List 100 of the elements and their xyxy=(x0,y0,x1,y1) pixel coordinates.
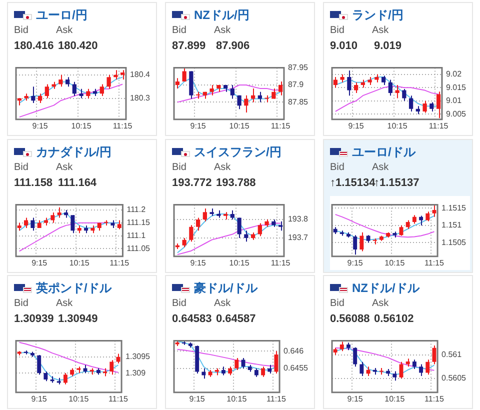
candlestick xyxy=(333,76,338,88)
x-tick-label: 10:15 xyxy=(384,258,406,268)
x-tick-label: 11:15 xyxy=(266,394,286,404)
candlestick xyxy=(402,88,406,102)
y-tick-label: 1.309 xyxy=(126,368,146,378)
y-tick-label: 1.1505 xyxy=(442,238,467,247)
text: 9.019 xyxy=(374,40,402,52)
text: Bid xyxy=(14,25,28,36)
text: Bid xyxy=(172,298,186,309)
candlestick xyxy=(261,366,266,378)
candlestick xyxy=(353,234,358,256)
text: Ask xyxy=(372,298,389,309)
y-tick-label: 1.151 xyxy=(442,220,462,230)
text: 111.158 xyxy=(14,177,53,189)
x-tick-label: 10:15 xyxy=(229,121,250,130)
chart-title: 英ポンド/ドル xyxy=(36,280,112,297)
candlestick xyxy=(395,84,400,99)
text: 0.56088 xyxy=(330,313,370,325)
y-tick-label: 0.646 xyxy=(284,346,304,356)
candlestick xyxy=(278,220,283,232)
candlestick xyxy=(419,364,424,376)
y-tick-label: 111.15 xyxy=(126,218,151,228)
candlestick xyxy=(175,78,180,89)
text: 1.30949 xyxy=(58,313,98,325)
candlestick xyxy=(347,70,352,96)
candlestick xyxy=(354,82,358,94)
candlestick xyxy=(272,88,276,100)
candlestick xyxy=(24,217,28,229)
candlestick xyxy=(436,91,441,119)
candlestick xyxy=(237,94,242,110)
candlestick xyxy=(230,84,234,100)
chart-title: NZドル/ドル xyxy=(352,280,420,297)
candlestick xyxy=(189,224,194,242)
candlestick xyxy=(100,84,104,96)
candlestick xyxy=(274,350,278,374)
candlestick xyxy=(366,366,370,376)
y-tick-label: 9.015 xyxy=(446,82,467,92)
candlestick xyxy=(399,224,404,236)
candlestick xyxy=(202,208,207,222)
text: Bid xyxy=(330,162,344,173)
y-tick-label: 111.05 xyxy=(126,244,151,253)
x-tick-label: 9:15 xyxy=(190,121,206,130)
y-tick-label: 87.85 xyxy=(288,97,309,106)
text: Ask xyxy=(214,298,231,309)
candlestick xyxy=(360,361,364,376)
text: Bid xyxy=(14,162,28,173)
chart-title: カナダドル/円 xyxy=(36,144,112,161)
candlestick xyxy=(422,100,427,114)
y-tick-label: 193.8 xyxy=(288,214,309,224)
y-tick-label: 180.3 xyxy=(130,93,151,102)
candlestick xyxy=(241,358,246,369)
x-tick-label: 10:15 xyxy=(229,258,250,268)
candlestick xyxy=(86,88,90,99)
text: 193.788 xyxy=(216,177,256,189)
candlestick xyxy=(392,370,397,382)
candlestick xyxy=(250,88,256,103)
x-tick-label: 11:15 xyxy=(428,121,449,130)
x-tick-label: 11:15 xyxy=(270,258,291,268)
x-tick-label: 11:15 xyxy=(112,121,133,130)
text: 0.64583 xyxy=(172,313,212,325)
candlestick xyxy=(120,70,125,80)
x-tick-label: 9:15 xyxy=(348,121,364,130)
candlestick xyxy=(353,346,358,368)
chart-title: ユーロ/ドル xyxy=(352,144,416,161)
text: ↑1.15134 xyxy=(330,177,376,189)
candlestick xyxy=(44,84,49,99)
candlestick xyxy=(426,359,430,376)
y-tick-label: 111.1 xyxy=(126,230,146,240)
x-tick-label: 9:15 xyxy=(347,394,364,404)
text: 111.164 xyxy=(58,177,97,189)
text: Ask xyxy=(214,162,231,173)
x-tick-label: 9:15 xyxy=(347,258,364,268)
text: Ask xyxy=(56,162,73,173)
candlestick xyxy=(258,222,262,237)
text: 9.010 xyxy=(330,40,358,52)
candlestick xyxy=(117,220,122,230)
chart-title: 豪ドル/ドル xyxy=(194,280,258,297)
text: 180.416 xyxy=(14,40,54,52)
candlestick xyxy=(63,372,68,385)
x-tick-label: 11:15 xyxy=(108,394,128,404)
candlestick xyxy=(70,214,75,234)
text: Ask xyxy=(372,25,389,36)
candlestick xyxy=(278,81,283,96)
candlestick xyxy=(72,81,76,96)
candlestick xyxy=(432,204,436,218)
candlestick xyxy=(37,354,42,376)
chart-title: ランド/円 xyxy=(352,7,404,24)
y-tick-label: 0.561 xyxy=(442,350,462,360)
x-tick-label: 11:15 xyxy=(424,258,444,268)
y-tick-label: 1.3095 xyxy=(126,352,151,362)
candlestick xyxy=(244,230,248,242)
x-tick-label: 10:15 xyxy=(226,394,248,404)
candlestick xyxy=(182,67,186,82)
text: 180.420 xyxy=(58,40,98,52)
candlestick xyxy=(79,88,84,99)
candlestick xyxy=(244,94,248,114)
x-tick-label: 11:15 xyxy=(424,394,444,404)
x-tick-label: 10:15 xyxy=(384,394,406,404)
candlestick xyxy=(381,75,386,86)
x-tick-label: 11:15 xyxy=(270,121,291,130)
